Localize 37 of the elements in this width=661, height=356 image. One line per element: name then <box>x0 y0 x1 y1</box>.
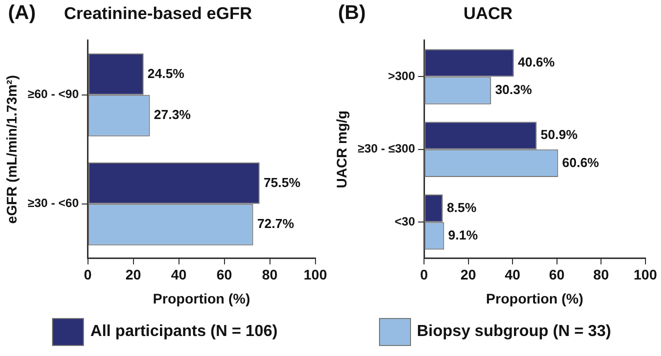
x-tick-label: 80 <box>262 266 278 283</box>
y-axis-title: UACR mg/g <box>333 110 350 188</box>
data-label: 27.3% <box>154 107 192 122</box>
x-tick-label: 100 <box>304 266 328 283</box>
y-axis-title: eGFR (mL/min/1.73m²) <box>3 75 20 224</box>
x-tick-label: 40 <box>504 266 521 283</box>
text: (A) <box>8 2 36 25</box>
y-tick-label: ≥30 - <60 <box>28 196 80 210</box>
x-tick-label: 0 <box>420 266 428 283</box>
data-label: 50.9% <box>540 127 578 142</box>
chart-title: Creatinine-based eGFR <box>64 4 252 23</box>
x-axis-title: Proportion (%) <box>152 290 250 306</box>
x-axis-title: Proportion (%) <box>486 290 584 306</box>
data-label: 75.5% <box>264 174 301 190</box>
data-label: 72.7% <box>257 216 294 232</box>
x-tick-label: 60 <box>549 266 565 283</box>
y-tick-label: >300 <box>388 69 416 84</box>
data-label: 40.6% <box>518 54 556 70</box>
x-tick-label: 20 <box>460 266 476 283</box>
chart-title: UACR <box>463 4 513 23</box>
data-label: 8.5% <box>446 200 477 215</box>
x-tick-label: 100 <box>634 266 658 283</box>
data-label: 30.3% <box>495 82 532 98</box>
legend-label: All participants (N = 106) <box>90 323 278 341</box>
x-tick-label: 20 <box>125 266 142 283</box>
data-label: 24.5% <box>148 66 185 81</box>
y-tick-label: ≥30 - ≤300 <box>358 142 416 156</box>
y-tick-label: <30 <box>394 214 416 228</box>
x-tick-label: 80 <box>593 266 610 283</box>
x-tick-label: 60 <box>216 266 232 283</box>
y-tick-label: ≥60 - <90 <box>28 87 80 102</box>
text: (B) <box>338 2 366 25</box>
data-label: 60.6% <box>562 154 600 170</box>
x-tick-label: 40 <box>170 266 187 283</box>
legend-label: Biopsy subgroup (N = 33) <box>416 323 612 341</box>
x-tick-label: 0 <box>84 266 92 283</box>
data-label: 9.1% <box>448 227 478 242</box>
